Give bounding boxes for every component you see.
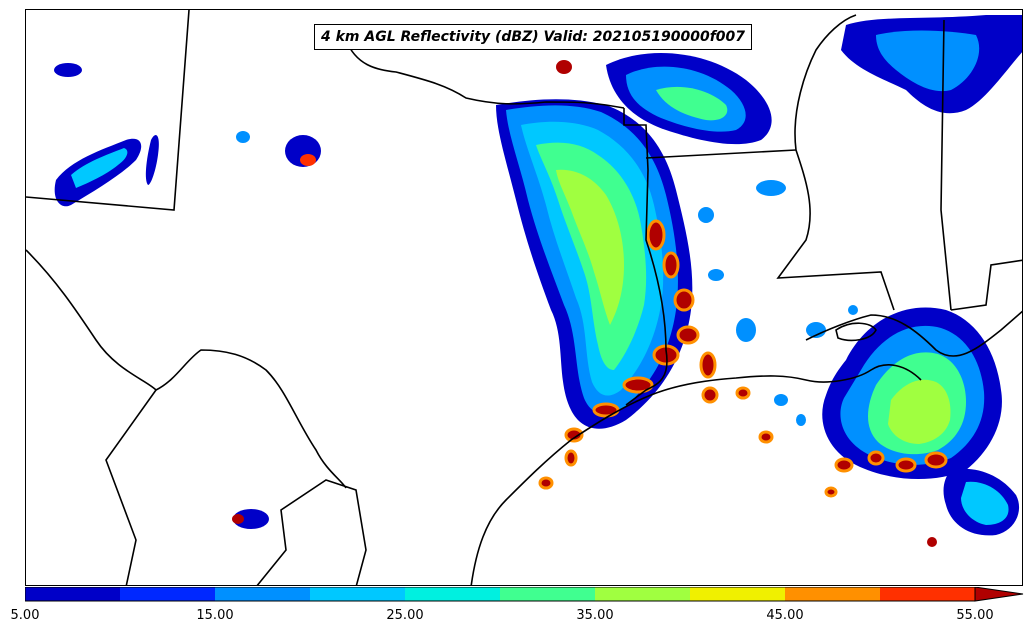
al-border <box>950 259 1022 311</box>
colorbar-tick-label: 5.00 <box>10 608 40 623</box>
al-ms-border <box>940 19 952 311</box>
colorbar-tick-label: 15.00 <box>196 608 234 623</box>
map-boundaries <box>26 10 1022 585</box>
tx-coast <box>470 364 922 585</box>
map-title: 4 km AGL Reflectivity (dBZ) Valid: 20210… <box>314 24 753 50</box>
mexico-inner-border <box>256 479 367 585</box>
reflectivity-field <box>54 15 1022 547</box>
colorbar-segment <box>25 587 120 601</box>
rio-grande <box>26 249 347 489</box>
colorbar <box>25 587 1024 602</box>
colorbar-segment <box>690 587 785 601</box>
colorbar-tick-label: 35.00 <box>576 608 614 623</box>
colorbar-segment <box>785 587 880 601</box>
la-coast <box>805 310 1022 357</box>
lake-pontchartrain <box>835 322 877 342</box>
ar-la-border <box>645 149 797 159</box>
colorbar-segment <box>500 587 595 601</box>
colorbar-segment <box>595 587 690 601</box>
colorbar-segment <box>880 587 975 601</box>
mississippi-river <box>794 14 857 151</box>
colorbar-segment <box>215 587 310 601</box>
tx-la-border <box>623 108 668 406</box>
colorbar-tick-label: 55.00 <box>956 608 994 623</box>
colorbar-tick-label: 25.00 <box>386 608 424 623</box>
colorbar-tick-label: 45.00 <box>766 608 804 623</box>
mexico-border <box>105 389 157 585</box>
map-panel: 4 km AGL Reflectivity (dBZ) Valid: 20210… <box>25 9 1023 586</box>
red-river <box>345 39 625 109</box>
state-border-nm-tx <box>26 10 190 211</box>
reflectivity-map <box>26 10 1022 585</box>
colorbar-segment <box>405 587 500 601</box>
ms-state-border <box>776 149 895 311</box>
colorbar-segment <box>120 587 215 601</box>
colorbar-outline <box>25 587 975 602</box>
colorbar-extend-arrow <box>974 587 1024 602</box>
colorbar-segment <box>310 587 405 601</box>
